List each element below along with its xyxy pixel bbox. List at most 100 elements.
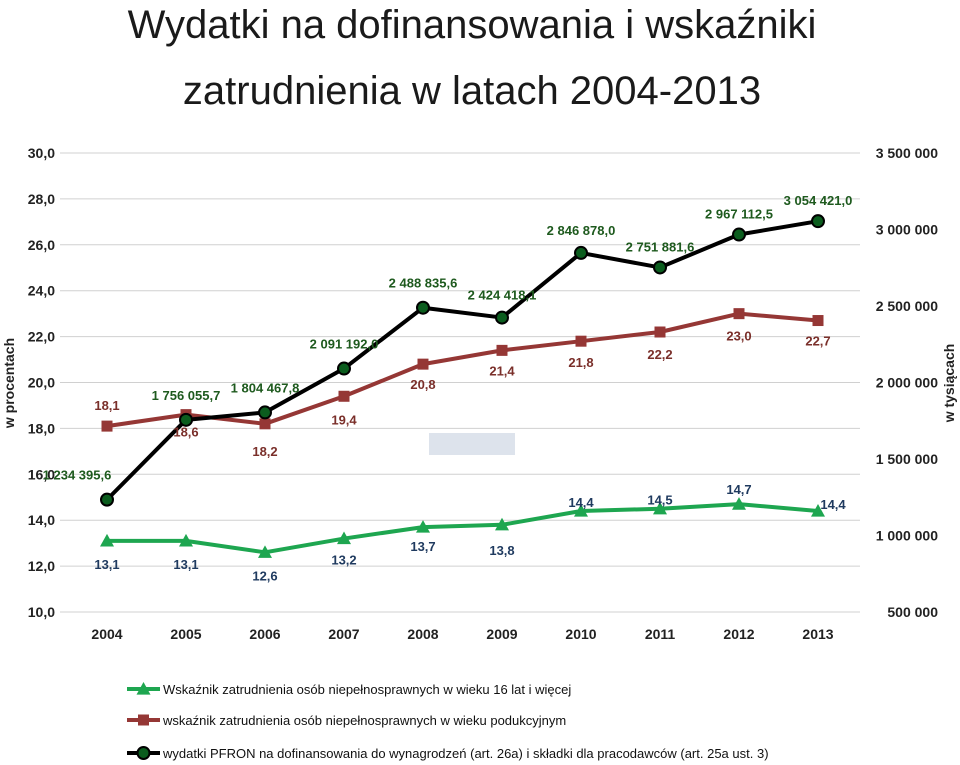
marker-square: [654, 326, 666, 338]
data-label-series-0: 12,6: [252, 568, 277, 583]
data-label-series-0: 13,1: [173, 557, 198, 572]
y-axis-left-title: w procentach: [1, 338, 17, 429]
gridlines: [60, 152, 860, 613]
data-label-series-1: 18,1: [94, 398, 119, 413]
chart-title-line-1: Wydatki na dofinansowania i wskaźniki: [128, 3, 817, 47]
y-right-tick-label: 3 500 000: [876, 145, 938, 161]
y-right-tick-label: 1 000 000: [876, 528, 938, 544]
marker-triangle: [179, 533, 193, 547]
data-label-series-1: 19,4: [331, 412, 357, 427]
marker-circle: [653, 260, 667, 275]
y-right-tick-label: 500 000: [887, 604, 938, 620]
marker-triangle: [258, 545, 272, 558]
data-label-series-1: 21,8: [568, 355, 593, 370]
data-label-series-0: 14,4: [568, 495, 594, 510]
x-tick-label: 2008: [407, 626, 438, 642]
y-left-tick-label: 30,0: [28, 145, 55, 161]
marker-square: [575, 335, 587, 347]
data-label-series-1: 18,6: [173, 425, 198, 440]
x-tick-label: 2007: [328, 626, 359, 642]
chart-title-line-2: zatrudnienia w latach 2004-2013: [183, 69, 761, 113]
marker-square: [417, 358, 429, 370]
y-left-tick-label: 16,0: [28, 466, 55, 482]
marker-triangle: [495, 517, 509, 531]
y-axis-right-title: w tysiącach: [941, 344, 957, 424]
data-label-series-0: 14,4: [820, 497, 846, 512]
marker-circle: [337, 361, 351, 376]
x-tick-label: 2004: [91, 626, 122, 642]
marker-square: [812, 315, 824, 327]
series-layer: [100, 214, 825, 558]
marker-square-legend: [138, 714, 149, 726]
x-tick-label: 2012: [723, 626, 754, 642]
legend-label-1: wskaźnik zatrudnienia osób niepełnospraw…: [162, 713, 566, 728]
marker-square: [496, 344, 508, 356]
legend-label-0: Wskaźnik zatrudnienia osób niepełnospraw…: [163, 682, 571, 697]
y-left-tick-label: 24,0: [28, 283, 55, 299]
x-tick-label: 2013: [802, 626, 833, 642]
data-label-series-0: 13,7: [410, 539, 435, 554]
y-left-tick-label: 28,0: [28, 191, 55, 207]
data-label-series-2: 2 967 112,5: [705, 207, 773, 222]
x-tick-label: 2011: [645, 626, 676, 642]
right-axis-ticks: 500 000 1 000 000 1 500 000 2 000 000 2 500 …: [876, 145, 939, 620]
marker-circle: [574, 245, 588, 260]
marker-square: [338, 390, 350, 402]
left-axis-ticks: 10,0 12,0 14,0 16,0 18,0 20,0 22,0 24,0 26,0 28,0…: [28, 145, 55, 620]
legend: Wskaźnik zatrudnienia osób niepełnospraw…: [127, 682, 769, 761]
data-label-series-2: 2 846 878,0: [547, 223, 616, 238]
y-left-tick-label: 14,0: [28, 512, 55, 528]
data-label-series-2: 2 488 835,6: [389, 276, 458, 291]
marker-circle: [495, 310, 509, 325]
data-label-series-1: 20,8: [410, 377, 435, 392]
marker-circle: [811, 214, 825, 229]
x-tick-label: 2005: [170, 626, 201, 642]
data-label-series-0: 13,2: [331, 553, 356, 568]
marker-triangle: [732, 497, 746, 510]
y-left-tick-label: 12,0: [28, 558, 55, 574]
marker-triangle: [100, 533, 114, 547]
data-label-series-2: 1 234 395,6: [43, 468, 112, 483]
series-line-0: [107, 502, 819, 555]
x-tick-label: 2006: [249, 626, 280, 642]
marker-triangle: [337, 531, 351, 545]
data-label-series-2: 3 054 421,0: [784, 193, 853, 208]
series-line-1: [106, 311, 819, 429]
marker-circle: [258, 405, 272, 420]
marker-circle: [179, 412, 193, 427]
marker-triangle: [653, 501, 667, 515]
y-right-tick-label: 1 500 000: [876, 451, 938, 467]
y-right-tick-label: 2 000 000: [876, 375, 938, 391]
marker-triangle-legend: [136, 682, 151, 695]
marker-square: [259, 418, 271, 430]
marker-square: [101, 420, 113, 432]
series-line-2: [105, 219, 819, 502]
data-label-series-1: 21,4: [489, 363, 515, 378]
data-label-series-1: 23,0: [726, 329, 751, 344]
data-label-series-2: 2 091 192,0: [310, 337, 379, 352]
y-left-tick-label: 22,0: [28, 329, 55, 345]
data-label-series-2: 1 756 055,7: [152, 388, 221, 403]
legend-label-2: wydatki PFRON na dofinansowania do wynag…: [162, 746, 769, 761]
y-left-tick-label: 20,0: [28, 375, 55, 391]
y-left-tick-label: 10,0: [28, 604, 55, 620]
y-right-tick-label: 2 500 000: [876, 298, 938, 314]
data-label-series-2: 1 804 467,8: [231, 380, 300, 395]
highlight-box: [429, 433, 515, 455]
data-label-series-2: 2 424 418,1: [468, 288, 537, 303]
data-label-series-0: 14,7: [726, 482, 751, 497]
marker-square: [733, 308, 745, 320]
y-left-tick-label: 26,0: [28, 237, 55, 253]
marker-circle: [416, 300, 430, 315]
marker-circle: [100, 492, 114, 507]
marker-circle-legend: [136, 746, 151, 760]
data-label-series-1: 22,2: [647, 347, 672, 362]
marker-triangle: [574, 504, 588, 517]
data-label-series-1: 22,7: [805, 334, 830, 349]
marker-triangle: [416, 520, 430, 533]
data-label-series-0: 14,5: [647, 493, 672, 508]
x-tick-label: 2010: [565, 626, 596, 642]
marker-triangle: [811, 504, 825, 517]
x-axis-ticks: 2004 2005 2006 2007 2008 2009 2010 2011 2012 2013: [91, 626, 833, 642]
